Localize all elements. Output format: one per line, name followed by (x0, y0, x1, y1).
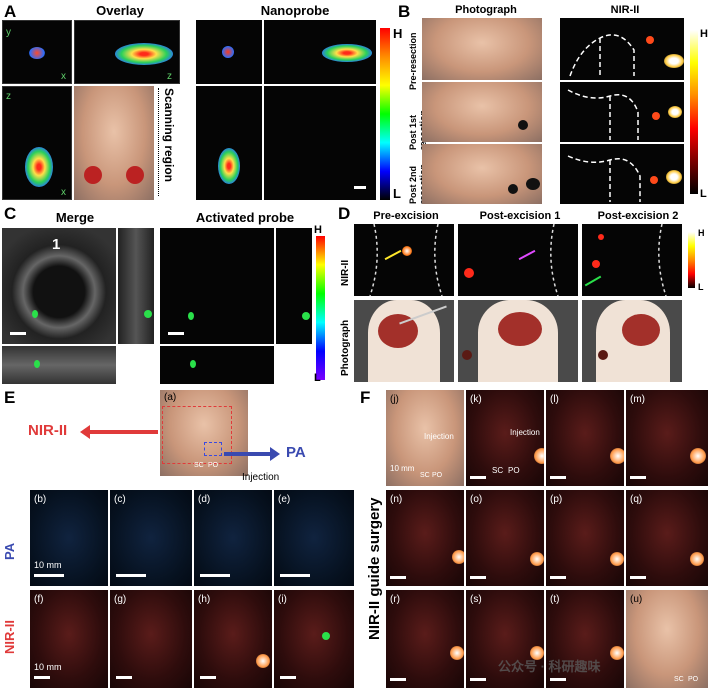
scan-region-label: Scanning region (162, 88, 176, 183)
e-nir-g: (g) (110, 590, 192, 688)
probe-side-view (276, 228, 312, 344)
scale-bar (10, 332, 26, 335)
e-nir-i: (i) (274, 590, 354, 688)
d-photo-post2 (582, 300, 682, 382)
f-l: (l) (546, 390, 624, 486)
col-post-excision-2: Post-excision 2 (597, 210, 679, 222)
scan-region-arrow (158, 88, 159, 196)
panel-d-colorbar-high: H (698, 228, 705, 238)
panel-f-label: F (360, 388, 371, 407)
nanoprobe-blank-view (264, 86, 376, 200)
panel-d-colorbar-low: L (698, 282, 704, 292)
scale-bar (354, 186, 366, 189)
row-nir-label: NIR-II (340, 259, 351, 286)
side-nir-label: NIR-II (2, 620, 17, 654)
d-nir-post1 (458, 224, 578, 296)
panel-c-label: C (4, 204, 17, 223)
merge-number: 1 (52, 236, 61, 253)
e-sc-label: SC (194, 462, 204, 469)
overlay-xz-view: z x (2, 86, 72, 200)
panel-c-colorbar (316, 236, 325, 380)
photo-post-1st (422, 82, 542, 142)
row-photo-label: Photograph (340, 319, 351, 376)
nanoprobe-yz-view (264, 20, 376, 84)
e-injection-label: Injection (242, 472, 280, 483)
activated-probe-title: Activated probe (195, 210, 295, 225)
nanoprobe-xy-view (196, 20, 262, 84)
nanoprobe-xz-view (196, 86, 262, 200)
watermark: 公众号 · 科研趣味 (498, 659, 601, 674)
probe-bottom-view (160, 346, 274, 384)
nanoprobe-title: Nanoprobe (260, 3, 330, 18)
e-nir-h: (h) (194, 590, 272, 688)
panel-c-colorbar-low: L (314, 372, 321, 384)
panel-c-colorbar-high: H (314, 224, 322, 236)
e-pa-c: (c) (110, 490, 192, 586)
overlay-mouse-photo (74, 86, 154, 200)
d-nir-pre (354, 224, 454, 296)
merge-side-view (118, 228, 154, 344)
nir-post-2nd (560, 144, 684, 204)
merge-title: Merge (55, 210, 95, 225)
nir-arrow (86, 430, 158, 434)
pa-label: PA (286, 444, 306, 461)
colorbar-low: L (393, 186, 401, 201)
d-photo-pre (354, 300, 454, 382)
e-pa-e: (e) (274, 490, 354, 586)
pa-arrow (224, 452, 270, 456)
f-u: (u) SC PO (626, 590, 708, 688)
merge-bottom-view (2, 346, 116, 384)
e-pa-d: (d) (194, 490, 272, 586)
f-q: (q) (626, 490, 708, 586)
d-nir-post2 (582, 224, 682, 296)
f-n: (n) (386, 490, 464, 586)
f-side-label: NIR-II guide surgery (366, 497, 383, 640)
col-post-excision-1: Post-excision 1 (479, 210, 561, 222)
merge-main-view: 1 (2, 228, 116, 344)
nir-post-1st (560, 82, 684, 142)
f-t: (t) (546, 590, 624, 688)
photo-pre-resection (422, 18, 542, 80)
nir-pre-resection (560, 18, 684, 80)
col-pre-excision: Pre-excision (373, 210, 439, 222)
nir-title: NIR-II (610, 4, 640, 16)
panel-b-label: B (398, 2, 411, 21)
e-nir-f: (f) 10 mm (30, 590, 108, 688)
photo-post-2nd (422, 144, 542, 204)
f-r: (r) (386, 590, 464, 688)
f-o: (o) (466, 490, 544, 586)
panel-d-colorbar (688, 232, 695, 288)
probe-main-view (160, 228, 274, 344)
scale-bar (168, 332, 184, 335)
colorbar-high: H (393, 26, 403, 41)
f-m: (m) (626, 390, 708, 486)
e-mouse-photo: (a) SC PO (160, 390, 248, 476)
panel-b-colorbar-low: L (700, 188, 707, 200)
overlay-yz-view: z (74, 20, 180, 84)
panel-b-colorbar (690, 30, 698, 194)
f-j: (j) Injection 10 mm SC PO (386, 390, 464, 486)
overlay-title: Overlay (96, 3, 144, 18)
e-po-label: PO (208, 462, 219, 469)
row-pre-resection: Pre-resection (408, 32, 418, 90)
photo-title: Photograph (455, 4, 517, 16)
nir-label: NIR-II (28, 422, 68, 439)
panel-a-label: A (4, 2, 17, 21)
f-k: (k) Injection SC PO (466, 390, 544, 486)
f-s: (s) (466, 590, 544, 688)
panel-e-label: E (4, 388, 16, 407)
d-photo-post1 (458, 300, 578, 382)
e-pa-b: (b) 10 mm (30, 490, 108, 586)
panel-a-colorbar (380, 28, 390, 200)
panel-b-colorbar-high: H (700, 28, 708, 40)
overlay-xy-view: y x (2, 20, 72, 84)
f-p: (p) (546, 490, 624, 586)
side-pa-label: PA (2, 542, 17, 560)
panel-d-label: D (338, 204, 351, 223)
